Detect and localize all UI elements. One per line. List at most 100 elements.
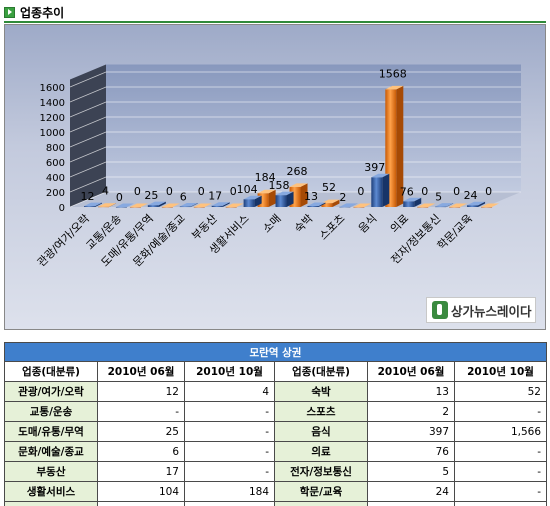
bar-series1-top xyxy=(339,203,358,207)
chart-panel: 0 200 400 600 800 1000 1200 1400 1600 12 4 관광/여가/오락… xyxy=(4,24,546,330)
bar-series2-top xyxy=(417,203,436,207)
category-label: 스포츠 xyxy=(317,212,348,243)
bar-series2 xyxy=(353,207,365,208)
category-label: 관광/여가/오락 xyxy=(35,212,92,269)
category-cell: 교통/운송 xyxy=(4,401,98,422)
data-label-series1: 2 xyxy=(339,191,346,204)
bar-series1-side xyxy=(222,202,230,207)
category-cell: 소매 xyxy=(4,501,98,506)
column-header: 2010년 06월 xyxy=(367,361,455,382)
bar-series2 xyxy=(385,89,397,207)
value-cell: 2 xyxy=(367,401,455,422)
bar-series1 xyxy=(84,206,95,207)
column-header: 업종(대분류) xyxy=(4,361,98,382)
y-tick-label: 1400 xyxy=(40,98,65,109)
data-label-series2: 4 xyxy=(102,185,109,198)
bar-series1-side xyxy=(190,203,198,207)
bar-series2 xyxy=(193,207,205,208)
bullet-icon xyxy=(4,6,15,18)
data-label-series2: 0 xyxy=(485,185,492,198)
chart-back-wall xyxy=(106,64,521,192)
value-cell: 268 xyxy=(184,501,275,506)
bar-series1-side xyxy=(95,202,102,207)
y-tick-label: 1200 xyxy=(40,113,65,124)
data-label-series2: 0 xyxy=(453,185,460,198)
category-cell: 부동산 xyxy=(4,461,98,482)
bar-series1-side xyxy=(318,202,326,207)
logo-icon xyxy=(432,301,448,319)
table-row: 소매158268총계8392,076 xyxy=(4,501,547,506)
bar-series1 xyxy=(275,195,287,207)
data-label-series1: 24 xyxy=(464,189,478,202)
y-tick-label: 200 xyxy=(46,188,65,199)
data-label-series1: 158 xyxy=(269,179,290,192)
value-cell: 104 xyxy=(97,481,185,502)
column-header: 업종(대분류) xyxy=(274,361,368,382)
data-label-series2: 184 xyxy=(255,171,276,184)
brand-logo: 상가뉴스레이다 xyxy=(426,297,536,323)
value-cell: - xyxy=(184,401,275,422)
value-cell: - xyxy=(454,441,547,462)
category-cell: 학문/교육 xyxy=(274,481,368,502)
value-cell: 25 xyxy=(97,421,185,442)
gridline xyxy=(69,116,521,133)
category-cell: 전자/정보통신 xyxy=(274,461,368,482)
category-label: 의료 xyxy=(388,212,412,236)
bar-series1-top xyxy=(84,202,102,207)
data-label-series2: 268 xyxy=(287,165,308,178)
value-cell: - xyxy=(97,401,185,422)
bar-series1-top xyxy=(179,203,198,207)
bar-series2 xyxy=(481,207,493,208)
bar-series2-side xyxy=(268,189,276,207)
value-cell: 12 xyxy=(97,381,185,402)
bar-series2-top xyxy=(449,203,468,207)
bar-series2-top xyxy=(353,203,372,207)
data-label-series2: 0 xyxy=(166,185,173,198)
value-cell: 13 xyxy=(367,381,455,402)
gridline xyxy=(69,86,521,103)
bar-series2 xyxy=(417,207,429,208)
bar-series2 xyxy=(225,207,237,208)
y-tick-label: 0 xyxy=(59,203,65,214)
table-caption: 모란역 상권 xyxy=(4,342,547,362)
y-tick-label: 400 xyxy=(46,173,65,184)
table-row: 생활서비스 104 184 학문/교육 24- xyxy=(4,481,547,502)
table-row: 부동산 17- 전자/정보통신 5- xyxy=(4,461,547,482)
bar-series2 xyxy=(129,207,141,208)
bar-series1-side xyxy=(382,173,390,207)
logo-text: 상가뉴스레이다 xyxy=(451,304,532,319)
data-label-series1: 104 xyxy=(237,183,258,196)
data-label-series1: 397 xyxy=(364,161,385,174)
data-label-series1: 12 xyxy=(81,190,95,203)
bar-series1 xyxy=(435,206,447,208)
gridline xyxy=(69,131,521,148)
value-cell: 76 xyxy=(367,441,455,462)
bar-series1-side xyxy=(350,203,358,207)
bar-series1 xyxy=(467,205,479,207)
bar-series1-top xyxy=(147,201,166,206)
bar-series1-side xyxy=(478,201,486,207)
value-cell: 839 xyxy=(367,501,455,506)
bar-series2-top xyxy=(129,203,148,207)
data-label-series1: 76 xyxy=(400,185,414,198)
bar-series1 xyxy=(307,206,319,207)
category-label: 음식 xyxy=(356,212,380,236)
gridline xyxy=(69,71,521,88)
value-cell: 17 xyxy=(97,461,185,482)
category-label: 소매 xyxy=(260,212,284,236)
bar-series1-top xyxy=(275,191,294,196)
bar-series1-top xyxy=(467,201,486,206)
category-cell: 숙박 xyxy=(274,381,368,402)
bar-series1-top xyxy=(211,202,230,206)
data-label-series1: 0 xyxy=(116,191,123,204)
bar-series1 xyxy=(115,207,127,208)
chart-side-wall xyxy=(70,64,106,207)
data-label-series1: 13 xyxy=(304,190,318,203)
bar-series1-side xyxy=(286,191,294,207)
bar-series1-side xyxy=(254,195,262,207)
bar-series2-side xyxy=(396,85,404,207)
bar-series2 xyxy=(161,207,173,208)
bar-series2 xyxy=(98,206,109,208)
table-row: 문화/예술/종교 6- 의료 76- xyxy=(4,441,547,462)
